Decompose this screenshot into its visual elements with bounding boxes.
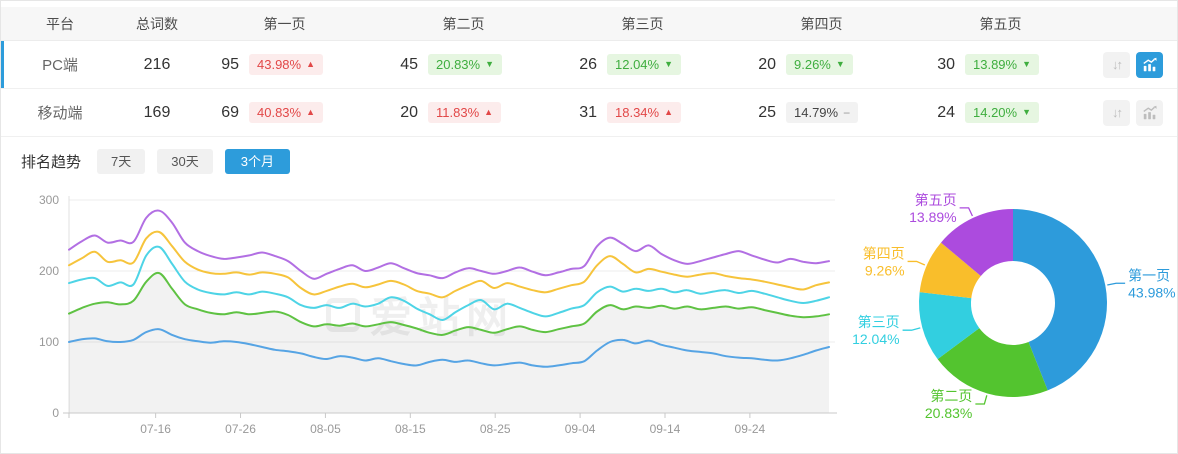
svg-text:第五页: 第五页: [915, 192, 957, 208]
svg-text:第一页: 第一页: [1128, 267, 1170, 283]
page3-cell: 31 18.34% ▲: [553, 102, 732, 123]
page5-cell: 24 14.20% ▼: [911, 102, 1090, 123]
trend-badge: 14.79% −: [786, 102, 859, 123]
svg-text:08-25: 08-25: [480, 422, 511, 436]
svg-text:300: 300: [39, 193, 59, 207]
header-page-5: 第五页: [979, 15, 1022, 32]
page2-count: 20: [400, 103, 418, 121]
header-page-4: 第四页: [800, 15, 843, 32]
page3-cell: 26 12.04% ▼: [553, 54, 732, 75]
page1-count: 95: [221, 55, 239, 73]
svg-text:9.26%: 9.26%: [865, 262, 905, 278]
trend-badge: 43.98% ▲: [249, 54, 324, 75]
svg-text:09-14: 09-14: [650, 422, 681, 436]
total-words-value: 169: [143, 103, 171, 121]
up-arrow-icon: ▲: [306, 107, 316, 117]
svg-text:43.98%: 43.98%: [1128, 284, 1175, 300]
trend-chart-button[interactable]: [1136, 51, 1163, 78]
page2-cell: 45 20.83% ▼: [374, 54, 553, 75]
trend-chart-button[interactable]: [1136, 99, 1163, 126]
svg-text:07-16: 07-16: [140, 422, 171, 436]
page4-count: 20: [758, 55, 776, 73]
line-chart-canvas: 0 100 200 300 07-16 07-26 08-05 08-15 08-25 09-04…: [39, 193, 837, 436]
trend-badge: 18.34% ▲: [607, 102, 682, 123]
down-arrow-icon: ▼: [1022, 59, 1032, 69]
header-platform: 平台: [46, 15, 74, 32]
svg-text:200: 200: [39, 264, 59, 278]
trend-chart-icon: [1142, 105, 1157, 119]
up-arrow-icon: ▲: [306, 59, 316, 69]
svg-text:08-15: 08-15: [395, 422, 426, 436]
svg-text:第三页: 第三页: [858, 314, 900, 330]
trend-badge: 40.83% ▲: [249, 102, 324, 123]
total-words-value: 216: [143, 55, 171, 73]
page3-count: 26: [579, 55, 597, 73]
charts-area: 爱站网 0 100 200 300 07-16 07-26 08-05 08-15 08-25 0…: [1, 189, 1177, 453]
svg-text:0: 0: [52, 406, 59, 420]
down-arrow-icon: ▼: [664, 59, 674, 69]
trend-section-title: 排名趋势: [21, 153, 82, 171]
svg-text:07-26: 07-26: [225, 422, 256, 436]
trend-badge: 13.89% ▼: [965, 54, 1040, 75]
flat-dash-icon: −: [843, 105, 851, 120]
trend-chart-icon: [1142, 57, 1157, 71]
sort-button[interactable]: ↓↑: [1103, 99, 1130, 126]
svg-text:09-24: 09-24: [735, 422, 766, 436]
page4-count: 25: [758, 103, 776, 121]
trend-section-header: 排名趋势 7天 30天 3个月: [21, 147, 1177, 175]
down-arrow-icon: ▼: [1022, 107, 1032, 117]
sort-arrows-icon: ↓↑: [1112, 105, 1123, 120]
page1-cell: 95 43.98% ▲: [195, 54, 374, 75]
trend-badge: 20.83% ▼: [428, 54, 503, 75]
page2-cell: 20 11.83% ▲: [374, 102, 553, 123]
page1-cell: 69 40.83% ▲: [195, 102, 374, 123]
table-header-row: 平台 总词数 第一页 第二页 第三页 第四页 第五页: [1, 7, 1177, 41]
svg-text:20.83%: 20.83%: [925, 405, 972, 421]
svg-text:13.89%: 13.89%: [909, 209, 956, 225]
svg-text:09-04: 09-04: [565, 422, 596, 436]
tab-3-months[interactable]: 3个月: [224, 148, 290, 174]
page5-count: 24: [937, 103, 955, 121]
page1-count: 69: [221, 103, 239, 121]
tab-30-days[interactable]: 30天: [157, 148, 213, 174]
header-page-2: 第二页: [442, 15, 485, 32]
sort-button[interactable]: ↓↑: [1103, 51, 1130, 78]
down-arrow-icon: ▼: [835, 59, 845, 69]
platform-label: PC端: [42, 57, 78, 74]
trend-badge: 9.26% ▼: [786, 54, 853, 75]
down-arrow-icon: ▼: [485, 59, 495, 69]
svg-text:100: 100: [39, 335, 59, 349]
page3-count: 31: [579, 103, 597, 121]
trend-badge: 12.04% ▼: [607, 54, 682, 75]
header-page-1: 第一页: [263, 15, 306, 32]
up-arrow-icon: ▲: [484, 107, 494, 117]
trend-badge: 11.83% ▲: [428, 102, 502, 123]
table-row-mobile[interactable]: 移动端 169 69 40.83% ▲ 20 11.83% ▲ 31 18.34% ▲…: [1, 89, 1177, 137]
sort-arrows-icon: ↓↑: [1112, 57, 1123, 72]
trend-badge: 14.20% ▼: [965, 102, 1040, 123]
svg-text:12.04%: 12.04%: [852, 331, 899, 347]
rank-summary-table: 平台 总词数 第一页 第二页 第三页 第四页 第五页 PC端 216 95 43…: [1, 1, 1177, 137]
tab-7-days[interactable]: 7天: [97, 148, 146, 174]
up-arrow-icon: ▲: [664, 107, 674, 117]
page4-cell: 20 9.26% ▼: [732, 54, 911, 75]
svg-text:08-05: 08-05: [310, 422, 341, 436]
svg-text:第二页: 第二页: [930, 388, 972, 404]
table-row-pc[interactable]: PC端 216 95 43.98% ▲ 45 20.83% ▼ 26 12.04% ▼…: [1, 41, 1177, 89]
page-share-donut-chart: 第一页 43.98% 第二页 20.83% 第三页 12.04% 第四页 9.26% 第五页 13…: [841, 189, 1177, 453]
page5-cell: 30 13.89% ▼: [911, 54, 1090, 75]
platform-label: 移动端: [37, 105, 83, 122]
page4-cell: 25 14.79% −: [732, 102, 911, 123]
header-total-words: 总词数: [136, 15, 178, 32]
header-page-3: 第三页: [621, 15, 664, 32]
page5-count: 30: [937, 55, 955, 73]
page2-count: 45: [400, 55, 418, 73]
svg-text:第四页: 第四页: [863, 245, 905, 261]
rank-trend-line-chart: 0 100 200 300 07-16 07-26 08-05 08-15 08-25 09-04…: [1, 189, 841, 452]
